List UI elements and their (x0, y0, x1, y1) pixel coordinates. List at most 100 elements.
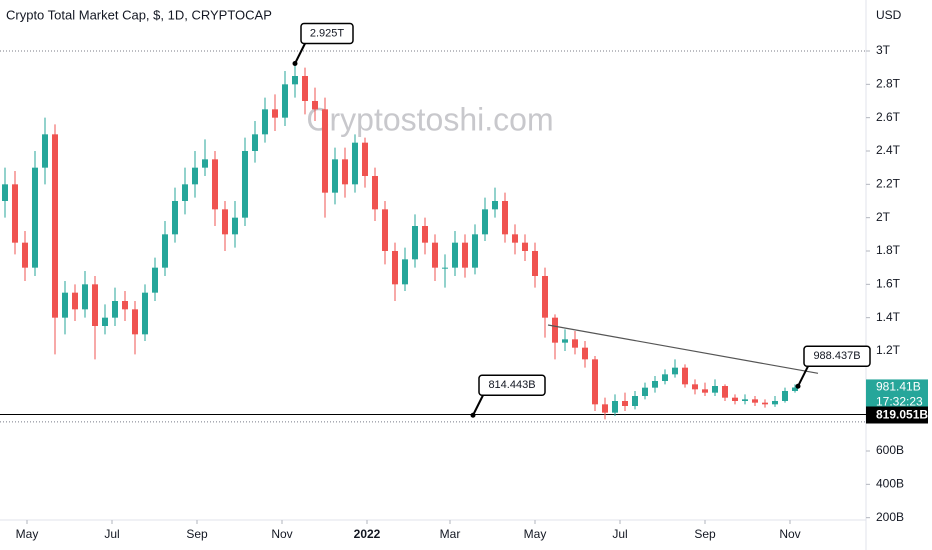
callout-pointer (472, 394, 484, 416)
candle-body (552, 317, 558, 343)
x-tick-label: Jul (612, 527, 627, 541)
candle-body (282, 84, 288, 118)
x-tick-label: May (524, 527, 547, 541)
candle-body (192, 167, 198, 185)
callout-point (795, 383, 801, 389)
trendline (547, 324, 819, 374)
candle-body (132, 309, 138, 335)
candle-body (612, 401, 618, 413)
candle-body (92, 284, 98, 326)
level-price-box (866, 406, 928, 424)
candle-body (262, 109, 268, 135)
candle-body (772, 401, 778, 405)
candle-body (522, 242, 528, 251)
countdown-label: 17:32:23 (876, 395, 923, 409)
x-tick-label: Sep (694, 527, 716, 541)
candle-body (362, 142, 368, 176)
candle-body (452, 242, 458, 268)
y-tick-label: 600B (876, 443, 904, 457)
y-tick-label: 2T (876, 210, 891, 224)
y-tick-label: 200B (876, 510, 904, 524)
callout-label: 988.437B (813, 350, 860, 362)
candle-body (422, 226, 428, 243)
candle-body (122, 301, 128, 310)
x-tick-label: Nov (271, 527, 292, 541)
candle-body (72, 292, 78, 310)
candle-body (82, 284, 88, 310)
candle-body (152, 267, 158, 293)
candle-body (622, 401, 628, 406)
callout-label: 814.443B (488, 379, 535, 391)
y-tick-label: 400B (876, 477, 904, 491)
candle-body (112, 301, 118, 318)
candle-body (502, 201, 508, 235)
candle-body (372, 176, 378, 210)
candle-body (162, 234, 168, 268)
candle-body (312, 101, 318, 110)
candle-body (292, 76, 298, 85)
candle-body (442, 267, 448, 269)
candle-body (342, 159, 348, 185)
candle-body (12, 184, 18, 243)
candle-body (2, 184, 8, 201)
y-tick-label: 1.2T (876, 343, 901, 357)
currency-label: USD (876, 8, 902, 22)
callout-box (803, 345, 871, 368)
candle-body (732, 397, 738, 401)
callout-label: 2.925T (310, 27, 345, 39)
candle-body (252, 134, 258, 151)
candle-body (302, 76, 308, 101)
candle-body (782, 391, 788, 401)
callout-point (470, 412, 476, 418)
candle-body (592, 359, 598, 405)
candle-body (22, 242, 28, 268)
candle-body (212, 159, 218, 210)
candle-body (792, 387, 798, 391)
callout-pointer (294, 43, 306, 64)
candle-body (572, 339, 578, 348)
candle-body (232, 217, 238, 235)
y-tick-label: 2.6T (876, 110, 901, 124)
candle-body (712, 386, 718, 393)
candle-body (542, 276, 548, 318)
candle-body (242, 151, 248, 218)
x-tick-label: Jul (104, 527, 119, 541)
candle-body (142, 292, 148, 335)
candle-body (582, 347, 588, 360)
candle-body (492, 201, 498, 210)
y-tick-label: 1.4T (876, 310, 901, 324)
y-tick-label: 1.6T (876, 277, 901, 291)
candle-body (102, 317, 108, 326)
candle-body (762, 402, 768, 405)
level-price-label: 819.051B (876, 408, 928, 422)
candle-body (392, 251, 398, 285)
candle-body (42, 134, 48, 168)
y-tick-label: 3T (876, 43, 891, 57)
last-price-box (866, 379, 928, 412)
candle-body (52, 134, 58, 318)
y-tick-label: 2.4T (876, 143, 901, 157)
x-tick-label: 2022 (354, 527, 381, 541)
candle-body (662, 374, 668, 381)
candle-body (332, 159, 338, 193)
candle-body (742, 399, 748, 401)
candle-body (632, 396, 638, 406)
candle-body (472, 234, 478, 268)
y-tick-label: 1.8T (876, 243, 901, 257)
candle-body (532, 251, 538, 276)
candle-body (62, 292, 68, 318)
candle-body (672, 367, 678, 375)
candle-body (692, 384, 698, 390)
candle-body (652, 381, 658, 388)
last-price-label: 981.41B (876, 380, 921, 394)
x-tick-label: May (16, 527, 39, 541)
candle-body (702, 389, 708, 393)
candle-body (402, 259, 408, 285)
candle-body (412, 226, 418, 260)
candle-body (562, 339, 568, 343)
candle-body (462, 242, 468, 268)
callout-point (292, 61, 298, 66)
